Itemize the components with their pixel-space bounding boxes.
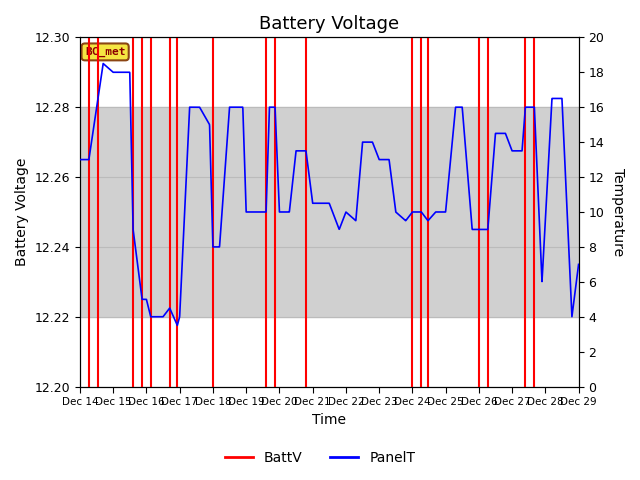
Title: Battery Voltage: Battery Voltage: [259, 15, 399, 33]
Text: BC_met: BC_met: [85, 47, 125, 57]
X-axis label: Time: Time: [312, 413, 346, 427]
Y-axis label: Temperature: Temperature: [611, 168, 625, 256]
Y-axis label: Battery Voltage: Battery Voltage: [15, 158, 29, 266]
Legend: BattV, PanelT: BattV, PanelT: [220, 445, 420, 471]
Bar: [80, 107, 579, 317]
